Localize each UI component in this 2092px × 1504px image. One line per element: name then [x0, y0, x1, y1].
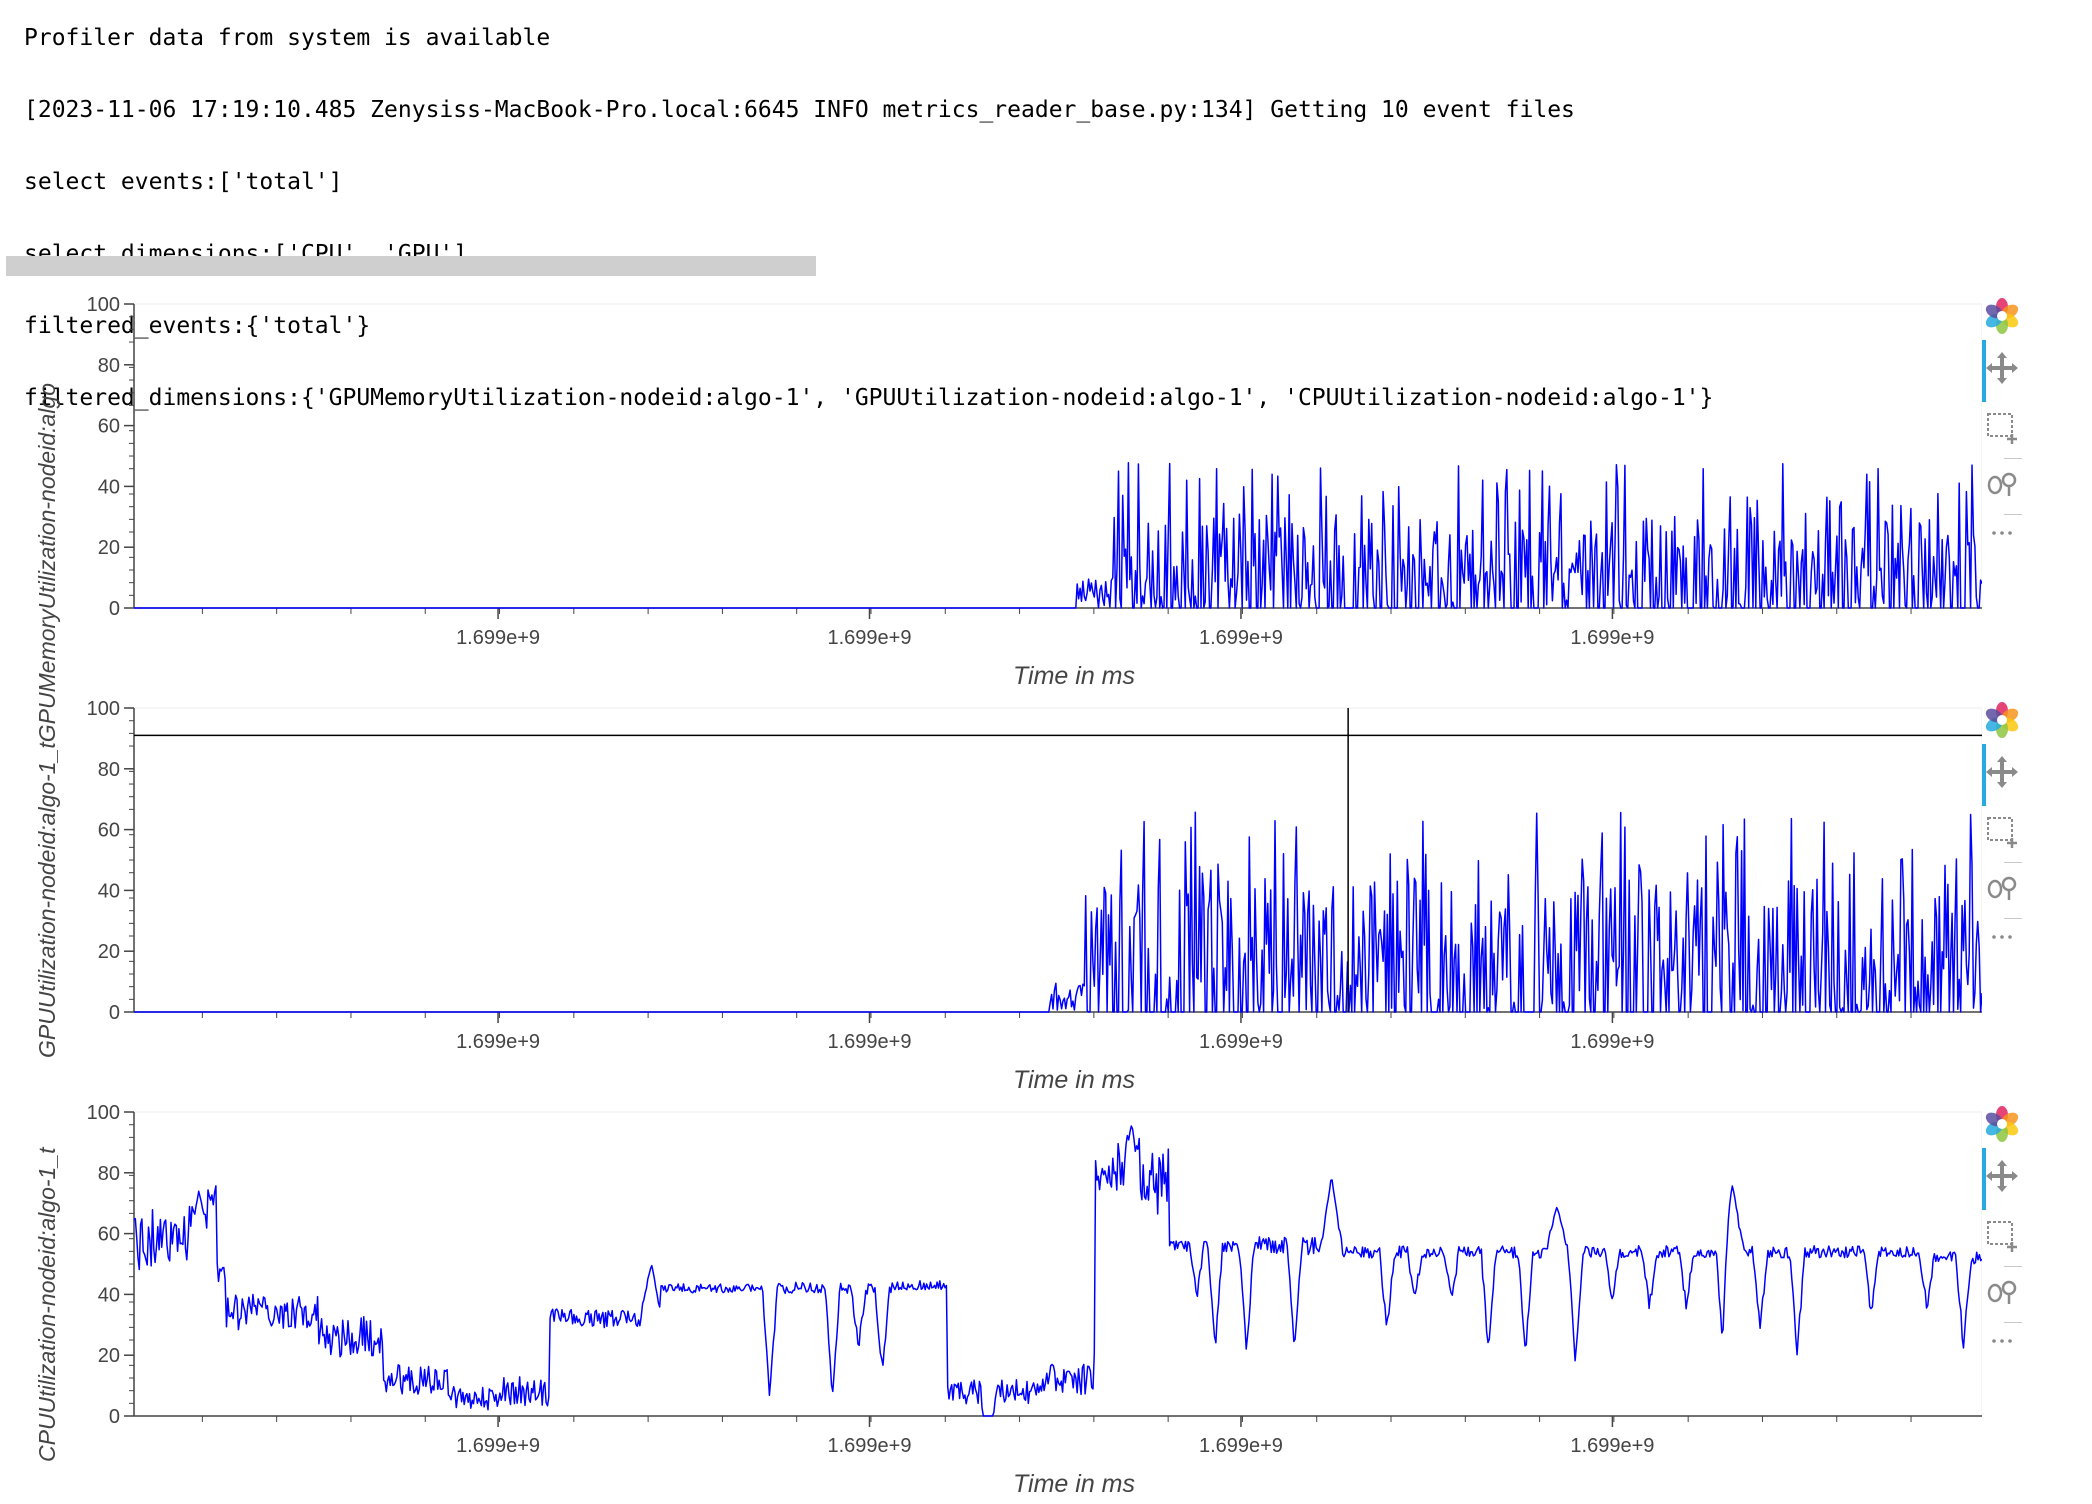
log-line: [2023-11-06 17:19:10.485 Zenysiss-MacBoo…	[24, 97, 1575, 123]
y-tick-label: 80	[98, 1163, 120, 1185]
chart-svg: 0 20 40 60 80 100 1.699e+9 1.699e+9 1.699e+9 1.69…	[87, 296, 1982, 690]
toolbar-separator	[2004, 918, 2022, 919]
more-icon[interactable]	[1982, 915, 2042, 965]
x-tick-label: 1.699e+9	[828, 1435, 912, 1457]
more-icon[interactable]	[1982, 1319, 2042, 1369]
log-line: filtered_dimensions:{'GPUMemoryUtilizati…	[24, 385, 1714, 411]
y-tick-label: 0	[109, 598, 120, 620]
toolbar-separator	[2004, 458, 2022, 459]
hover-icon[interactable]	[1982, 868, 2042, 918]
y-tick-label: 60	[98, 1224, 120, 1246]
toolbar-separator	[2004, 1322, 2022, 1323]
toolbar-separator	[2004, 514, 2022, 515]
x-tick-label: 1.699e+9	[828, 627, 912, 649]
gpu-utilization-plot[interactable]: 0 20 40 60 80 100 1.699e+9 1.699e+9 1.699e+9 1.69…	[0, 700, 2092, 1100]
cpu-utilization-plot[interactable]: 0 20 40 60 80 100 1.699e+9 1.699e+9 1.699e+9 1.69…	[0, 1104, 2092, 1504]
toolbar-separator	[2004, 1266, 2022, 1267]
bokeh-logo-icon[interactable]	[1982, 1104, 2042, 1154]
x-tick-label: 1.699e+9	[1199, 627, 1283, 649]
x-tick-label: 1.699e+9	[456, 1031, 540, 1053]
y-tick-label: 40	[98, 476, 120, 498]
y-tick-label: 40	[98, 1284, 120, 1306]
y-tick-label: 20	[98, 941, 120, 963]
y-tick-label: 80	[98, 759, 120, 781]
y-tick-label: 100	[87, 296, 120, 316]
hover-icon[interactable]	[1982, 464, 2042, 514]
progress-bar	[6, 256, 816, 276]
x-tick-label: 1.699e+9	[1570, 1435, 1654, 1457]
bokeh-logo-icon[interactable]	[1982, 296, 2042, 346]
x-tick-label: 1.699e+9	[456, 627, 540, 649]
box-zoom-icon[interactable]	[1982, 812, 2042, 862]
x-tick-label: 1.699e+9	[1570, 627, 1654, 649]
y-tick-label: 100	[87, 700, 120, 720]
output-log: Profiler data from system is available […	[24, 20, 1713, 452]
x-tick-label: 1.699e+9	[456, 1435, 540, 1457]
y-tick-label: 60	[98, 416, 120, 438]
active-tool-indicator	[1982, 340, 1986, 402]
y-tick-label: 0	[109, 1406, 120, 1428]
plot-toolbar	[1982, 296, 2042, 596]
pan-icon[interactable]	[1982, 752, 2042, 802]
active-tool-indicator	[1982, 1148, 1986, 1210]
series-line	[133, 1125, 1982, 1417]
x-tick-label: 1.699e+9	[1570, 1031, 1654, 1053]
y-tick-label: 60	[98, 820, 120, 842]
pan-icon[interactable]	[1982, 1156, 2042, 1206]
pan-icon[interactable]	[1982, 348, 2042, 398]
log-line: select events:['total']	[24, 169, 343, 195]
plot-toolbar	[1982, 1104, 2042, 1404]
series-line	[134, 811, 1982, 1013]
toolbar-separator	[2004, 862, 2022, 863]
x-tick-label: 1.699e+9	[1199, 1031, 1283, 1053]
chart-svg: 0 20 40 60 80 100 1.699e+9 1.699e+9 1.699e+9 1.69…	[87, 700, 1982, 1094]
y-tick-label: 20	[98, 537, 120, 559]
more-icon[interactable]	[1982, 511, 2042, 561]
log-line: Profiler data from system is available	[24, 25, 551, 51]
box-zoom-icon[interactable]	[1982, 408, 2042, 458]
y-tick-label: 20	[98, 1345, 120, 1367]
hover-icon[interactable]	[1982, 1272, 2042, 1322]
chart-svg: 0 20 40 60 80 100 1.699e+9 1.699e+9 1.699e+9 1.69…	[87, 1104, 1982, 1498]
x-axis-label: Time in ms	[1013, 1470, 1135, 1498]
x-axis-label: Time in ms	[1013, 1066, 1135, 1094]
box-zoom-icon[interactable]	[1982, 1216, 2042, 1266]
plot-toolbar	[1982, 700, 2042, 1000]
x-tick-label: 1.699e+9	[1199, 1435, 1283, 1457]
y-tick-label: 80	[98, 355, 120, 377]
gpu-memory-utilization-plot[interactable]: 0 20 40 60 80 100 1.699e+9 1.699e+9 1.699e+9 1.69…	[0, 296, 2092, 696]
y-tick-label: 100	[87, 1104, 120, 1124]
y-tick-label: 40	[98, 880, 120, 902]
y-tick-label: 0	[109, 1002, 120, 1024]
x-axis-label: Time in ms	[1013, 662, 1135, 690]
active-tool-indicator	[1982, 744, 1986, 806]
log-line: filtered_events:{'total'}	[24, 313, 371, 339]
series-line	[134, 461, 1982, 609]
progress-bar-fill	[6, 256, 816, 276]
bokeh-logo-icon[interactable]	[1982, 700, 2042, 750]
x-tick-label: 1.699e+9	[828, 1031, 912, 1053]
